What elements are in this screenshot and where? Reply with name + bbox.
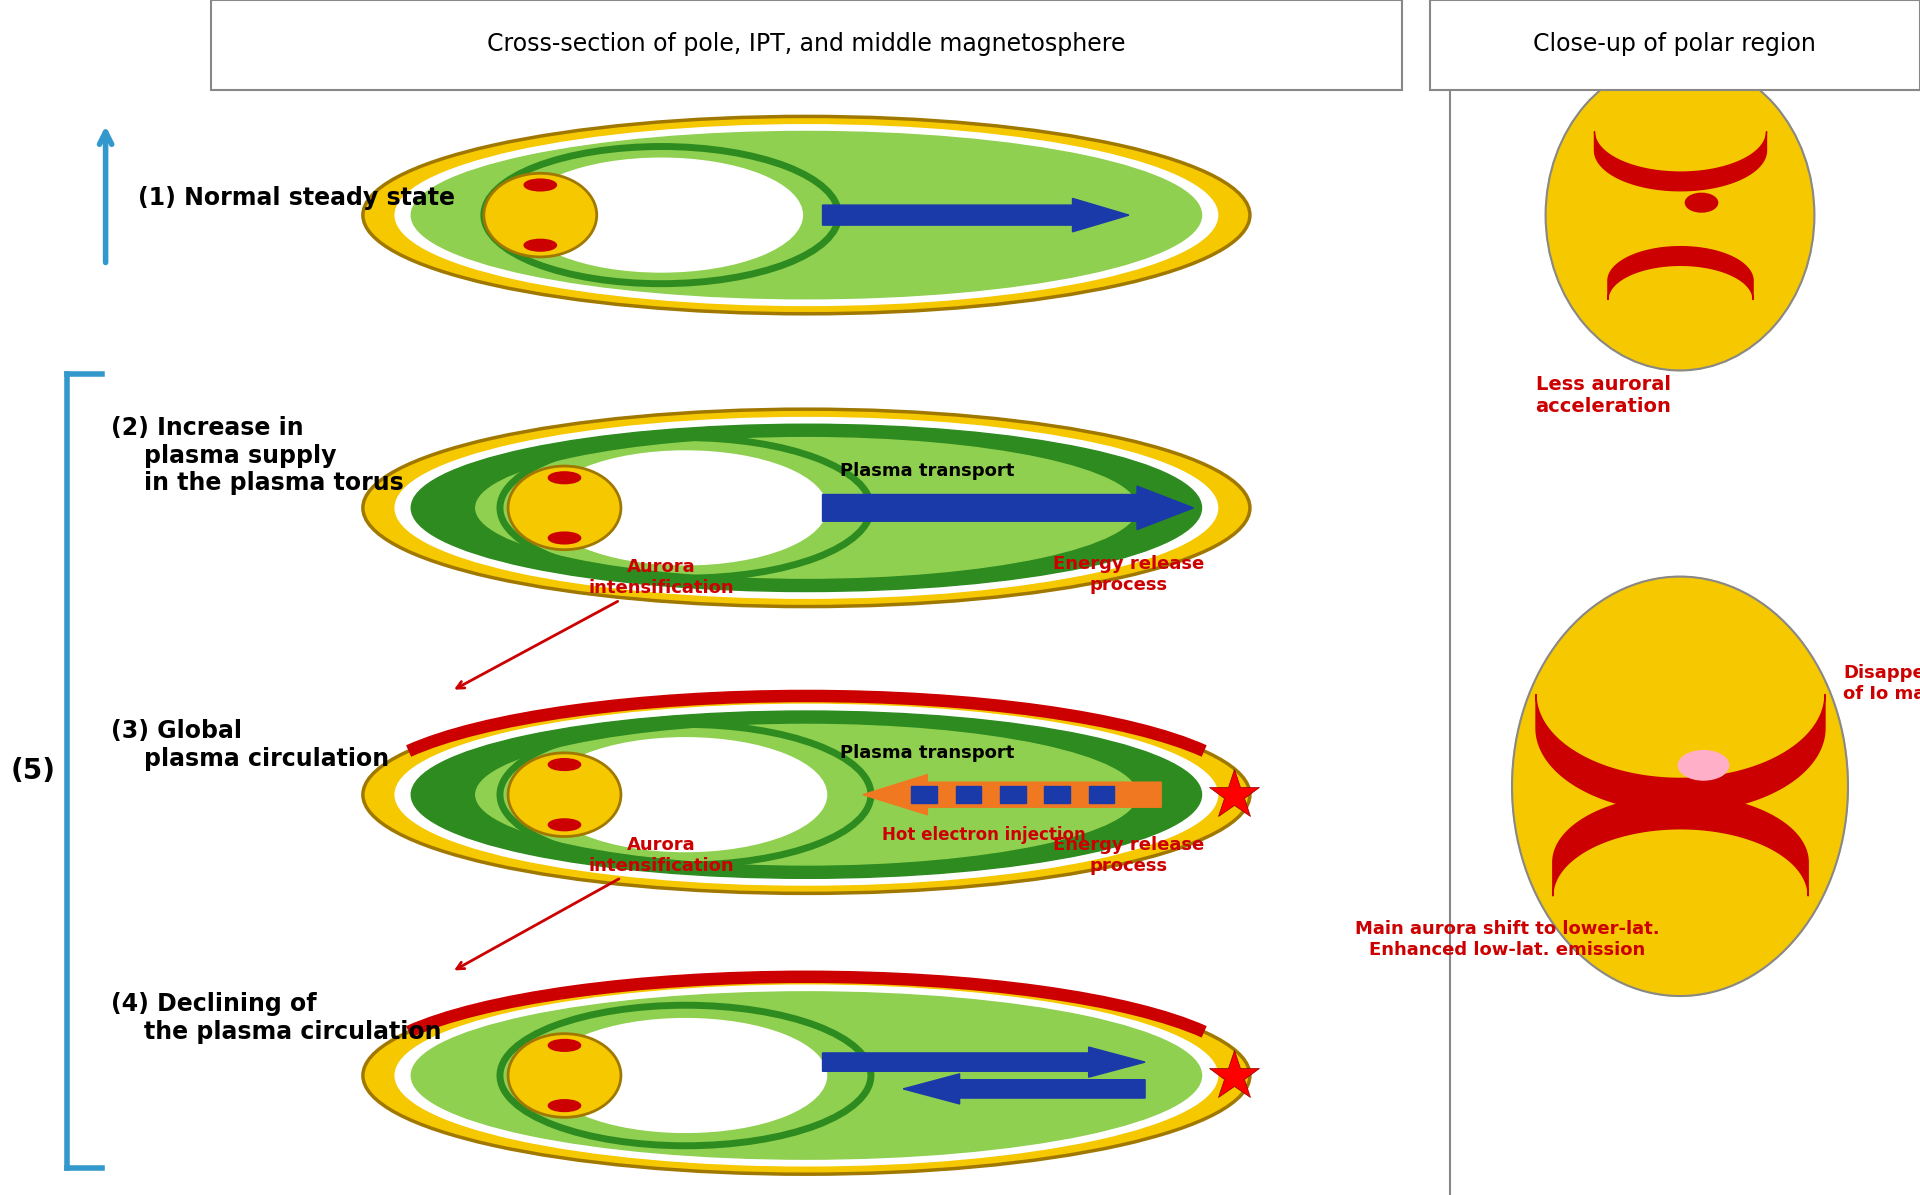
Text: Energy release
process: Energy release process bbox=[1054, 836, 1204, 875]
Text: Energy release
process: Energy release process bbox=[1054, 556, 1204, 594]
Text: (2) Increase in
    plasma supply
    in the plasma torus: (2) Increase in plasma supply in the pla… bbox=[111, 416, 403, 496]
Ellipse shape bbox=[396, 417, 1217, 599]
Ellipse shape bbox=[549, 819, 580, 831]
Ellipse shape bbox=[549, 472, 580, 484]
FancyArrow shape bbox=[912, 786, 937, 803]
Ellipse shape bbox=[509, 753, 620, 836]
Ellipse shape bbox=[549, 759, 580, 771]
Ellipse shape bbox=[396, 124, 1217, 306]
FancyArrow shape bbox=[1000, 786, 1025, 803]
Ellipse shape bbox=[476, 437, 1137, 578]
Ellipse shape bbox=[1678, 750, 1728, 780]
FancyArrow shape bbox=[822, 198, 1129, 232]
Ellipse shape bbox=[545, 451, 826, 565]
Ellipse shape bbox=[520, 158, 803, 272]
Ellipse shape bbox=[411, 131, 1202, 299]
Text: (4) Declining of
    the plasma circulation: (4) Declining of the plasma circulation bbox=[111, 992, 442, 1043]
FancyArrow shape bbox=[1044, 786, 1069, 803]
Text: Main aurora shift to lower-lat.
Enhanced low-lat. emission: Main aurora shift to lower-lat. Enhanced… bbox=[1356, 920, 1659, 958]
Ellipse shape bbox=[396, 985, 1217, 1166]
Ellipse shape bbox=[411, 992, 1202, 1159]
Ellipse shape bbox=[363, 409, 1250, 607]
Ellipse shape bbox=[549, 532, 580, 544]
Text: Aurora
intensification: Aurora intensification bbox=[457, 836, 733, 969]
FancyArrow shape bbox=[862, 774, 1162, 815]
FancyArrow shape bbox=[822, 1047, 1144, 1077]
Ellipse shape bbox=[476, 724, 1137, 865]
Ellipse shape bbox=[396, 704, 1217, 885]
Ellipse shape bbox=[524, 179, 557, 191]
FancyArrow shape bbox=[1089, 786, 1114, 803]
Ellipse shape bbox=[524, 239, 557, 251]
Text: Disappearance
of Io main spot: Disappearance of Io main spot bbox=[1843, 664, 1920, 703]
Ellipse shape bbox=[549, 1040, 580, 1052]
Text: (3) Global
    plasma circulation: (3) Global plasma circulation bbox=[111, 719, 390, 771]
Ellipse shape bbox=[545, 737, 826, 852]
Ellipse shape bbox=[509, 466, 620, 550]
FancyArrow shape bbox=[902, 1074, 1144, 1104]
Ellipse shape bbox=[1513, 576, 1847, 997]
Text: Hot electron injection: Hot electron injection bbox=[881, 826, 1085, 844]
Text: (1) Normal steady state: (1) Normal steady state bbox=[138, 186, 455, 210]
FancyArrow shape bbox=[822, 486, 1194, 529]
Text: Aurora
intensification: Aurora intensification bbox=[457, 558, 733, 688]
Ellipse shape bbox=[1686, 194, 1718, 212]
FancyBboxPatch shape bbox=[211, 0, 1402, 90]
Text: Less auroral
acceleration: Less auroral acceleration bbox=[1536, 375, 1670, 416]
Ellipse shape bbox=[545, 1018, 826, 1133]
Ellipse shape bbox=[411, 711, 1202, 878]
Text: Plasma transport: Plasma transport bbox=[841, 462, 1014, 480]
Ellipse shape bbox=[484, 173, 597, 257]
Text: Plasma transport: Plasma transport bbox=[841, 743, 1014, 762]
Ellipse shape bbox=[363, 695, 1250, 894]
Ellipse shape bbox=[363, 976, 1250, 1175]
Text: Cross-section of pole, IPT, and middle magnetosphere: Cross-section of pole, IPT, and middle m… bbox=[488, 32, 1125, 56]
Ellipse shape bbox=[549, 1099, 580, 1111]
Ellipse shape bbox=[509, 1034, 620, 1117]
FancyArrow shape bbox=[956, 786, 981, 803]
Ellipse shape bbox=[1546, 60, 1814, 370]
Text: Close-up of polar region: Close-up of polar region bbox=[1532, 32, 1816, 56]
Text: (5): (5) bbox=[10, 756, 56, 785]
Ellipse shape bbox=[411, 424, 1202, 592]
FancyBboxPatch shape bbox=[1430, 0, 1920, 90]
Ellipse shape bbox=[363, 116, 1250, 314]
